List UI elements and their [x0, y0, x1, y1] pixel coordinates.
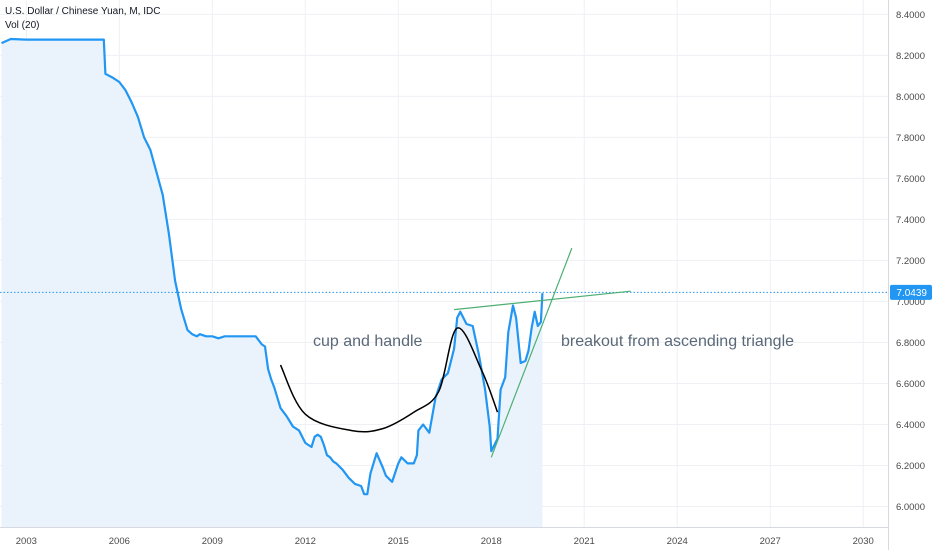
x-tick-label: 2015	[388, 536, 409, 547]
y-tick-label: 7.8000	[896, 133, 925, 144]
x-tick-label: 2018	[481, 536, 502, 547]
y-tick-label: 6.6000	[896, 379, 925, 390]
last-price-badge: 7.0439	[890, 285, 932, 300]
x-tick-label: 2030	[853, 536, 874, 547]
y-tick-label: 7.2000	[896, 256, 925, 267]
x-tick-label: 2012	[295, 536, 316, 547]
x-tick-label: 2009	[202, 536, 223, 547]
x-tick-label: 2006	[109, 536, 130, 547]
x-tick-label: 2021	[574, 536, 595, 547]
y-tick-label: 8.4000	[896, 10, 925, 21]
annotation-cup-and-handle: cup and handle	[313, 333, 423, 350]
x-tick-label: 2003	[16, 536, 37, 547]
y-tick-label: 8.2000	[896, 51, 925, 62]
y-tick-label: 6.4000	[896, 420, 925, 431]
y-tick-label: 8.0000	[896, 92, 925, 103]
y-tick-label: 6.2000	[896, 461, 925, 472]
chart-title: U.S. Dollar / Chinese Yuan, M, IDC	[5, 6, 160, 17]
annotation-breakout: breakout from ascending triangle	[561, 333, 794, 350]
x-tick-label: 2024	[667, 536, 688, 547]
x-tick-label: 2027	[760, 536, 781, 547]
volume-indicator-label[interactable]: Vol (20)	[5, 20, 39, 31]
last-price-label: 7.0439	[896, 288, 927, 299]
y-tick-label: 7.6000	[896, 174, 925, 185]
y-tick-label: 6.0000	[896, 502, 925, 513]
y-tick-label: 6.8000	[896, 338, 925, 349]
y-tick-label: 7.4000	[896, 215, 925, 226]
